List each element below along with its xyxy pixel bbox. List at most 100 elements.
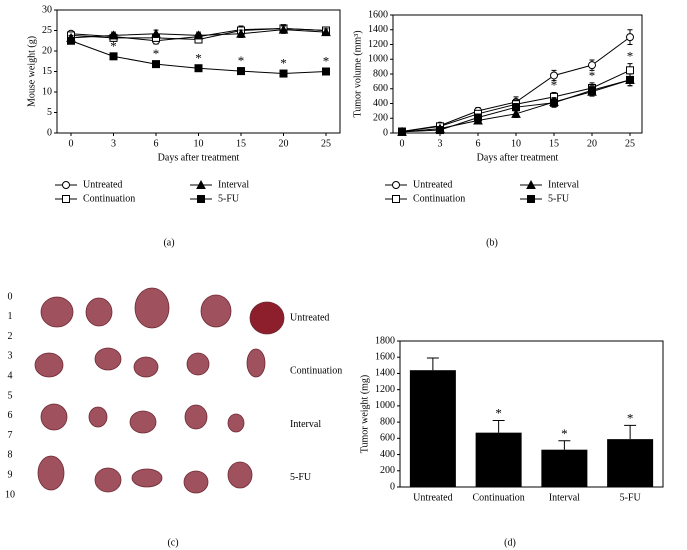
y-tick-label: 0 [47,127,52,138]
x-tick-label: Interval [549,492,580,503]
y-tick-label: 200 [380,465,395,476]
marker [321,27,331,37]
marker [194,64,203,73]
marker [512,103,520,112]
x-tick-label: 25 [625,138,635,149]
y-tick-label: 1000 [375,400,395,411]
y-tick-label: 600 [373,83,388,94]
ruler-label: 8 [8,450,13,461]
y-tick-label: 1200 [375,384,395,395]
x-tick-label: 20 [279,138,289,149]
ruler-label: 9 [8,469,13,480]
y-tick-label: 1800 [375,335,395,346]
ruler-label: 0 [8,291,13,302]
panel-label: (d) [504,537,516,548]
x-tick-label: 0 [400,138,405,149]
marker [152,60,160,69]
legend-label: Continuation [83,193,135,204]
marker [108,30,119,40]
ruler-label: 7 [8,430,13,441]
significance-label: * [627,49,634,64]
marker [550,98,558,107]
y-tick-label: 600 [380,433,395,444]
legend-label: 5-FU [218,193,240,204]
bar [607,439,654,487]
ruler-label: 3 [8,351,13,362]
x-tick-label: 5-FU [620,492,642,503]
group-label: Interval [290,419,321,430]
marker [626,75,634,84]
y-axis-label: Tumor volume (mm³) [352,30,363,117]
y-tick-label: 200 [373,113,388,124]
y-tick-label: 1200 [368,39,388,50]
marker [279,69,288,78]
marker [550,71,558,80]
marker [474,113,482,122]
legend-label: Untreated [413,179,452,190]
legend-marker [62,195,70,203]
x-tick-label: 6 [476,138,481,149]
legend-marker [196,179,206,189]
y-tick-label: 20 [42,45,52,56]
plot-frame [399,340,664,488]
error-bar [426,357,439,371]
x-tick-label: 20 [587,138,597,149]
y-tick-label: 30 [42,4,52,15]
x-axis-label: Days after treatment [158,152,240,163]
significance-label: * [195,50,202,65]
legend-marker [392,195,400,203]
panel-label: (a) [163,237,174,248]
y-tick-label: 1400 [368,24,388,35]
y-tick-label: 0 [383,127,388,138]
bar [409,370,456,487]
significance-label: * [110,38,117,53]
y-axis-label: Tumor weight (mg) [359,375,370,454]
marker [588,86,596,95]
group-label: 5-FU [290,472,312,483]
y-tick-label: 1600 [375,352,395,363]
x-tick-label: 3 [438,138,443,149]
y-tick-label: 10 [42,86,52,97]
marker [626,66,634,75]
legend-marker [392,181,400,189]
y-tick-label: 1600 [368,9,388,20]
x-tick-label: 0 [69,138,74,149]
marker [236,28,246,38]
marker [322,67,330,76]
y-tick-label: 800 [373,68,388,79]
legend-label: Interval [218,179,249,190]
error-bar [492,419,505,433]
x-tick-label: 15 [236,138,246,149]
significance-label: * [589,68,596,83]
y-tick-label: 5 [47,107,52,118]
x-tick-label: 3 [111,138,116,149]
legend-label: 5-FU [548,193,570,204]
significance-label: * [551,77,558,92]
x-tick-label: Continuation [473,492,525,503]
y-tick-label: 0 [390,481,395,492]
ruler-label: 6 [8,410,13,421]
x-tick-label: 15 [549,138,559,149]
marker [193,30,204,40]
tumor-photo [28,285,285,500]
significance-label: * [561,426,568,441]
x-tick-label: 6 [154,138,159,149]
significance-label: * [280,56,287,71]
bar [475,432,522,487]
legend-marker [62,181,70,189]
panel-label: (b) [486,237,498,248]
marker [109,52,118,61]
x-tick-label: 25 [321,138,331,149]
marker [67,36,75,45]
y-tick-label: 15 [42,66,52,77]
legend-marker [197,195,205,203]
marker [511,108,521,118]
x-tick-label: Untreated [413,492,452,503]
marker [588,61,596,70]
y-tick-label: 400 [380,449,395,460]
significance-label: * [627,410,634,425]
error-bar [624,424,637,440]
y-tick-label: 1000 [368,54,388,65]
y-tick-label: 1400 [375,368,395,379]
legend-label: Interval [548,179,579,190]
